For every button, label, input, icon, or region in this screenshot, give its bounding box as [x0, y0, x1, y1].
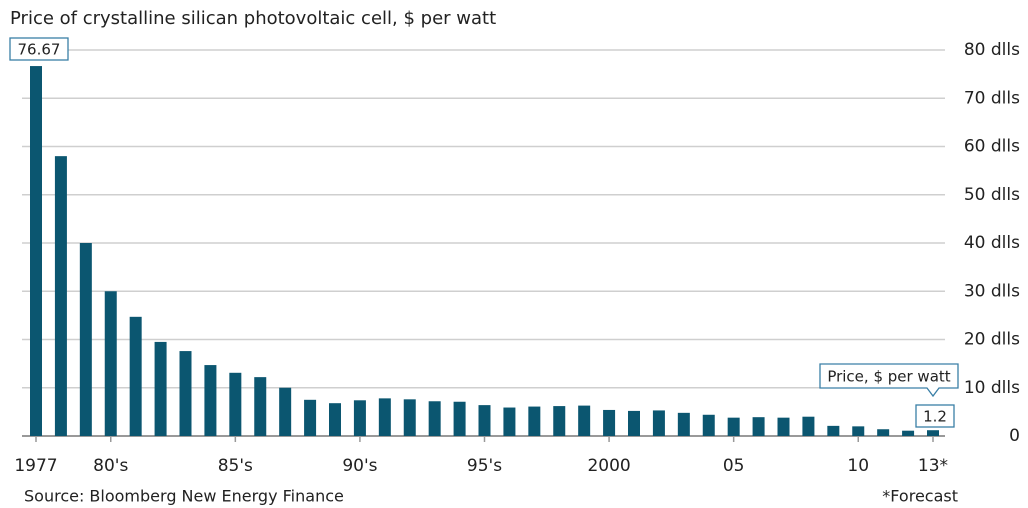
x-tick-label: 05 [723, 456, 745, 476]
bar [378, 398, 391, 436]
source: Source: Bloomberg New Energy Finance [24, 487, 344, 506]
bar [727, 417, 740, 436]
bar [279, 387, 292, 436]
y-tick-label: 60 dlls [964, 137, 1020, 157]
bar [777, 417, 790, 436]
bar [129, 316, 142, 436]
callout-text: Price, $ per watt [827, 368, 950, 386]
bar [254, 377, 267, 436]
bar [453, 401, 466, 436]
x-tick-label: 95's [467, 456, 502, 476]
x-tick-label: 2000 [587, 456, 630, 476]
bar [902, 430, 915, 436]
bar [877, 429, 890, 436]
x-tick-label: 1977 [14, 456, 57, 476]
bar [428, 401, 441, 436]
bar [104, 291, 117, 436]
x-tick-label: 10 [847, 456, 869, 476]
value-label-box [9, 37, 69, 61]
chart-title: Price of crystalline silican photovoltai… [10, 8, 496, 29]
bar [752, 417, 765, 436]
bar [677, 412, 690, 436]
bar [204, 365, 217, 436]
y-tick-label: 30 dlls [964, 281, 1020, 301]
footnote: *Forecast [882, 487, 958, 506]
y-tick-label: 20 dlls [964, 330, 1020, 350]
x-tick-label: 85's [218, 456, 253, 476]
bar [179, 351, 192, 436]
bar [603, 409, 616, 436]
bar [478, 405, 491, 436]
bar [528, 406, 541, 436]
bar [852, 426, 865, 436]
bar [229, 372, 242, 436]
bar [79, 243, 92, 436]
bar [304, 399, 317, 436]
bar [702, 414, 715, 436]
y-tick-label: 80 dlls [964, 40, 1020, 60]
bar [652, 410, 665, 436]
bar [628, 410, 640, 436]
bar [154, 341, 167, 436]
bar [54, 156, 67, 436]
callout-box [819, 363, 959, 398]
y-tick-label: 0 [1009, 426, 1020, 446]
bar [802, 416, 815, 436]
bar [553, 406, 566, 436]
bar [353, 400, 366, 436]
bar [30, 66, 42, 436]
bar [578, 405, 591, 436]
y-tick-label: 70 dlls [964, 88, 1020, 108]
y-tick-label: 10 dlls [964, 378, 1020, 398]
y-tick-label: 40 dlls [964, 233, 1020, 253]
value-label-box [915, 404, 955, 428]
y-tick-label: 50 dlls [964, 185, 1020, 205]
x-tick-label: 13* [918, 456, 948, 476]
bar [403, 399, 416, 436]
value-label: 76.67 [18, 41, 61, 59]
value-label: 1.2 [923, 408, 947, 426]
x-tick-label: 90's [342, 456, 377, 476]
bar [927, 430, 939, 436]
x-tick-label: 80's [93, 456, 128, 476]
bar [503, 407, 516, 436]
bar [827, 425, 840, 436]
bar [329, 403, 341, 436]
